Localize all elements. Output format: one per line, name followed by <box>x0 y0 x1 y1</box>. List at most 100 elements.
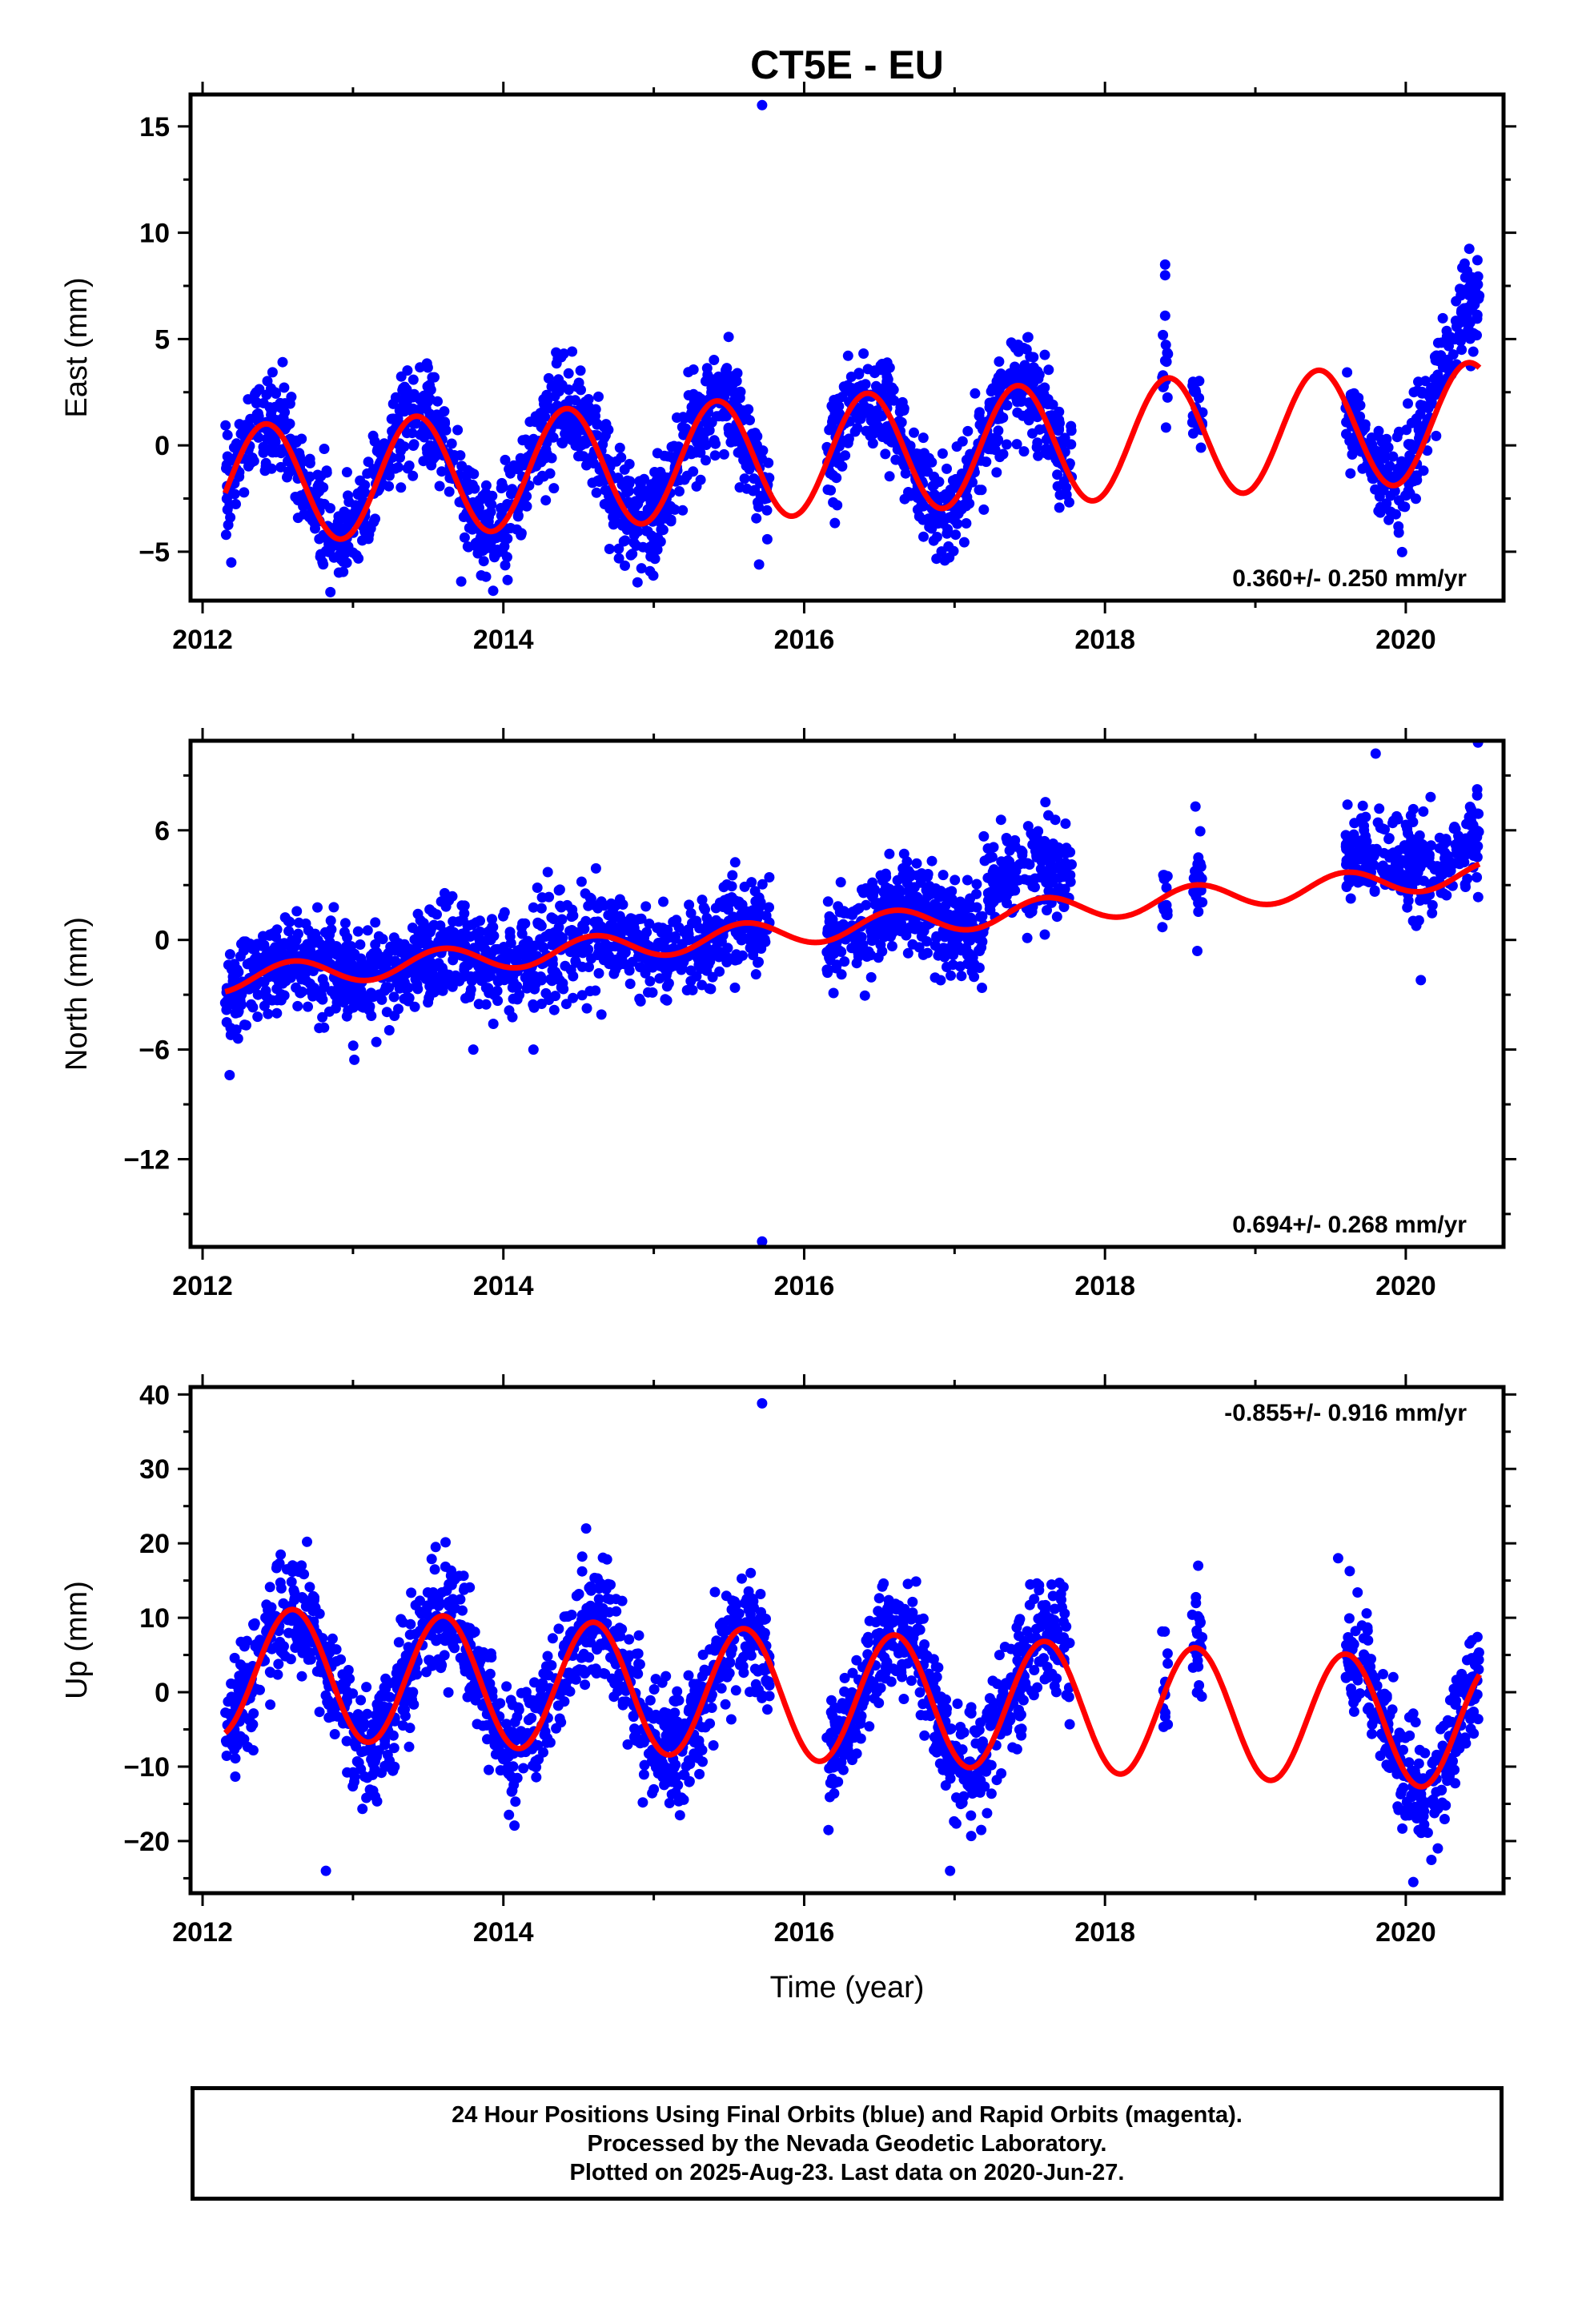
model-curve <box>223 861 1481 995</box>
data-point <box>761 505 773 516</box>
data-point <box>477 490 488 501</box>
data-point <box>580 396 591 408</box>
data-point <box>458 512 469 522</box>
data-point <box>548 914 559 924</box>
data-point <box>977 983 987 993</box>
data-point <box>1050 814 1061 826</box>
data-point <box>579 435 590 446</box>
data-point <box>622 1739 633 1750</box>
data-point <box>1407 817 1419 827</box>
data-point <box>956 971 967 982</box>
data-point <box>484 497 496 509</box>
data-point <box>880 893 891 904</box>
data-point <box>246 452 257 464</box>
data-point <box>1427 899 1438 911</box>
data-point <box>223 959 234 971</box>
data-point <box>383 470 395 481</box>
data-point <box>843 385 854 396</box>
data-point <box>219 997 231 1008</box>
data-point <box>652 490 663 501</box>
data-point <box>853 903 865 914</box>
data-point <box>401 428 412 439</box>
data-point <box>1001 439 1012 450</box>
data-point <box>701 965 713 976</box>
data-point <box>976 942 987 953</box>
data-point <box>349 1054 360 1065</box>
data-point <box>371 1036 382 1047</box>
data-point <box>966 902 977 913</box>
data-point <box>1006 374 1017 385</box>
data-point <box>644 565 656 577</box>
outlier-point <box>224 1070 235 1080</box>
data-point <box>404 1741 415 1752</box>
x-tick-label: 2014 <box>473 1271 534 1301</box>
data-point <box>531 1771 542 1783</box>
data-point <box>267 367 278 378</box>
data-point <box>678 429 689 440</box>
data-point <box>1054 502 1065 513</box>
data-point <box>892 893 903 904</box>
data-point <box>1018 367 1029 378</box>
data-point <box>544 468 556 479</box>
data-point <box>1415 895 1426 906</box>
data-point <box>315 470 327 481</box>
data-point <box>544 891 555 903</box>
data-point <box>1437 312 1448 324</box>
data-point <box>669 504 681 515</box>
data-point <box>901 856 913 867</box>
data-point <box>303 512 315 523</box>
data-point <box>492 943 504 955</box>
data-point <box>249 982 260 993</box>
data-point <box>408 470 419 481</box>
data-point <box>1030 873 1041 884</box>
data-point <box>544 928 555 939</box>
data-point <box>1002 898 1012 909</box>
data-point <box>516 928 528 939</box>
data-point <box>537 406 548 417</box>
data-point <box>909 882 920 893</box>
data-point <box>1451 296 1462 307</box>
data-point <box>718 448 729 460</box>
data-point <box>687 984 698 995</box>
data-point <box>624 965 635 976</box>
data-point <box>1437 362 1448 372</box>
data-point <box>412 939 424 951</box>
data-point <box>347 959 358 971</box>
data-point <box>697 1744 708 1755</box>
data-point <box>418 456 429 467</box>
data-point <box>1040 797 1051 808</box>
data-point <box>463 920 474 931</box>
data-point <box>325 544 336 555</box>
data-point <box>645 551 656 562</box>
data-point <box>404 460 415 471</box>
data-point <box>538 1747 548 1758</box>
data-point <box>459 900 470 911</box>
data-point <box>303 1001 313 1012</box>
outlier-point <box>1159 310 1170 321</box>
data-point <box>1035 863 1046 875</box>
data-point <box>1435 887 1447 899</box>
data-point <box>355 939 366 950</box>
data-point <box>1391 849 1402 859</box>
data-point <box>304 471 315 482</box>
data-point <box>1374 803 1385 814</box>
data-point <box>449 450 460 460</box>
data-point <box>753 501 764 513</box>
data-point <box>393 938 404 949</box>
data-point <box>1436 337 1447 348</box>
data-point <box>408 403 419 414</box>
data-point <box>619 464 630 475</box>
data-point <box>556 914 568 925</box>
data-point <box>1429 373 1440 384</box>
y-axis-label: East (mm) <box>60 277 94 417</box>
data-point <box>1036 384 1047 395</box>
data-point <box>688 364 699 375</box>
data-point <box>282 939 293 950</box>
data-point <box>727 913 738 923</box>
data-point <box>884 395 895 406</box>
y-tick-label: 6 <box>155 816 170 846</box>
data-point <box>476 545 488 555</box>
data-point <box>1464 842 1475 853</box>
data-point <box>958 537 970 548</box>
data-point <box>396 482 407 493</box>
